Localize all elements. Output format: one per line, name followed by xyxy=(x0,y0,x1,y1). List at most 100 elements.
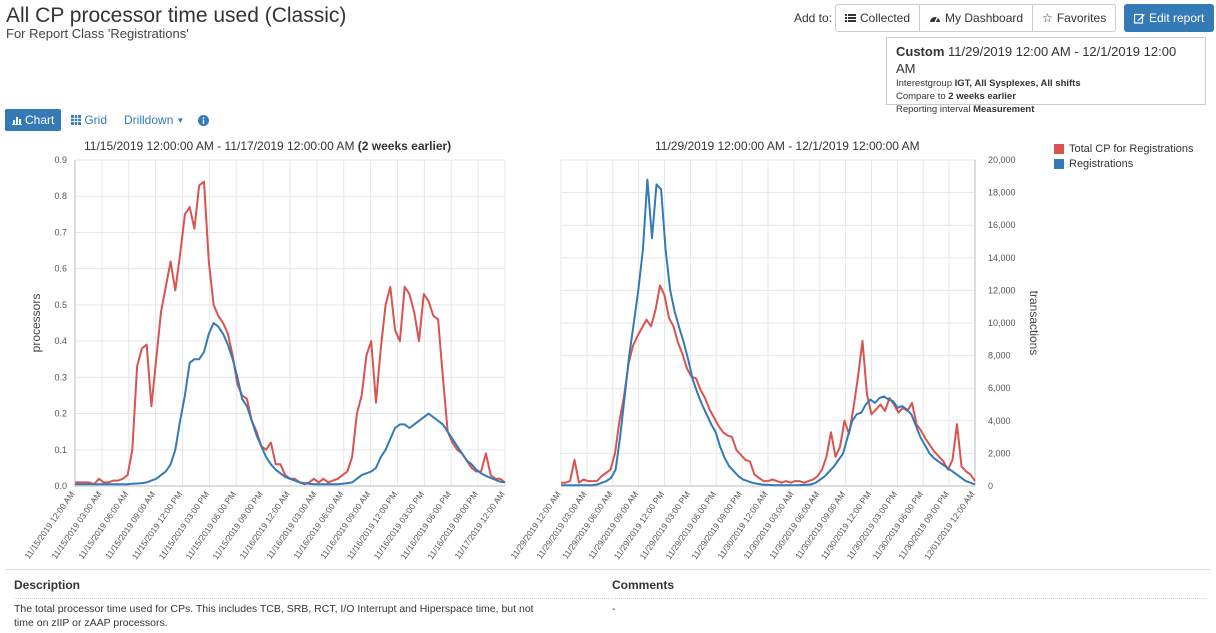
left-x-tick-label: 11/15/2019 06:00 PM xyxy=(183,489,237,561)
legend-label-registrations: Registrations xyxy=(1069,158,1134,170)
right-y-tick-label: 8,000 xyxy=(988,351,1011,361)
right-x-tick-label: 12/01/2019 12:00 AM xyxy=(922,489,977,561)
right-y-tick-label: 20,000 xyxy=(988,155,1016,165)
left-x-tick-label: 11/16/2019 06:00 PM xyxy=(398,489,452,561)
legend-label-total-cp: Total CP for Registrations xyxy=(1069,143,1194,155)
favorites-button[interactable]: ☆ Favorites xyxy=(1033,5,1115,31)
left-y-tick-label: 0.0 xyxy=(54,481,67,491)
grid-view-label: Grid xyxy=(84,113,108,127)
left-x-tick-label: 11/16/2019 09:00 AM xyxy=(318,489,372,560)
left-x-tick-label: 11/16/2019 09:00 PM xyxy=(425,489,479,561)
grid-icon xyxy=(71,115,82,125)
legend-item-total-cp[interactable]: Total CP for Registrations xyxy=(1054,143,1194,155)
right-y-tick-label: 0 xyxy=(988,481,993,491)
right-y-tick-label: 14,000 xyxy=(988,253,1016,263)
info-interestgroup-line: Interestgroup IGT, All Sysplexes, All sh… xyxy=(896,77,1196,90)
right-y-tick-label: 2,000 xyxy=(988,448,1011,458)
chart-view-label: Chart xyxy=(25,113,55,127)
star-icon: ☆ xyxy=(1042,11,1053,25)
right-y-tick-label: 12,000 xyxy=(988,285,1016,295)
dashboard-icon xyxy=(930,17,941,23)
left-chart-title-text: 11/15/2019 12:00:00 AM - 11/17/2019 12:0… xyxy=(84,139,355,153)
info-interestgroup-value: IGT, All Sysplexes, All shifts xyxy=(954,78,1081,89)
chart-view-button[interactable]: Chart xyxy=(5,109,62,131)
info-interval-value: Measurement xyxy=(973,104,1035,115)
edit-report-label: Edit report xyxy=(1149,11,1205,25)
list-icon xyxy=(845,14,856,22)
left-series-registrations xyxy=(75,322,506,486)
left-x-tick-label: 11/15/2019 09:00 PM xyxy=(210,489,264,561)
right-chart-title: 11/29/2019 12:00:00 AM - 12/1/2019 12:00… xyxy=(655,139,920,153)
info-compare-line: Compare to 2 weeks earlier xyxy=(896,90,1196,103)
left-x-tick-label: 11/15/2019 03:00 AM xyxy=(49,489,103,560)
left-chart: 0.0 0.1 0.2 0.3 0.4 0.5 0.6 0.7 0.8 0.9 11/15/2019… xyxy=(22,155,506,561)
page-subtitle: For Report Class 'Registrations' xyxy=(6,26,189,41)
left-x-tick-label: 11/16/2019 03:00 PM xyxy=(372,489,426,561)
left-x-tick-label: 11/15/2019 12:00 PM xyxy=(130,489,184,561)
drilldown-dropdown[interactable]: Drilldown ▼ xyxy=(124,113,184,127)
info-interestgroup-prefix: Interestgroup xyxy=(896,78,955,89)
description-text: The total processor time used for CPs. T… xyxy=(14,602,609,630)
info-icon xyxy=(198,114,210,126)
left-y-tick-label: 0.7 xyxy=(54,227,67,237)
legend-swatch-total-cp xyxy=(1054,144,1064,154)
right-y-tick-label: 6,000 xyxy=(988,383,1011,393)
bar-chart-icon xyxy=(12,117,22,125)
right-y-tick-label: 16,000 xyxy=(988,220,1016,230)
left-x-tick-label: 11/15/2019 09:00 AM xyxy=(103,489,157,560)
info-compare-prefix: Compare to xyxy=(896,91,949,102)
favorites-label: Favorites xyxy=(1056,11,1107,25)
left-y-tick-label: 0.6 xyxy=(54,264,67,274)
right-y-tick-label: 10,000 xyxy=(988,318,1016,328)
left-x-tick-label: 11/16/2019 12:00 PM xyxy=(345,489,399,561)
collected-label: Collected xyxy=(860,11,911,25)
info-date-range: 11/29/2019 12:00 AM - 12/1/2019 12:00 AM xyxy=(896,44,1177,76)
charts-canvas: 0.0 0.1 0.2 0.3 0.4 0.5 0.6 0.7 0.8 0.9 11/15/2019… xyxy=(22,155,1041,561)
left-x-tick-label: 11/15/2019 03:00 PM xyxy=(157,489,211,561)
info-compare-value: 2 weeks earlier xyxy=(948,91,1016,102)
comments-divider xyxy=(612,598,1206,599)
description-divider xyxy=(14,598,609,599)
left-y-tick-label: 0.9 xyxy=(54,155,67,165)
left-x-tick-label: 11/16/2019 12:00 AM xyxy=(237,489,291,560)
description-heading: Description xyxy=(14,578,81,592)
left-y-tick-label: 0.5 xyxy=(54,300,67,310)
legend-item-registrations[interactable]: Registrations xyxy=(1054,158,1194,170)
caret-down-icon: ▼ xyxy=(176,115,185,125)
view-toolbar: Chart Grid Drilldown ▼ xyxy=(5,109,210,131)
comments-heading: Comments xyxy=(612,578,675,592)
info-interval-line: Reporting interval Measurement xyxy=(896,103,1196,116)
add-to-label: Add to: xyxy=(794,11,833,25)
info-custom-line: Custom 11/29/2019 12:00 AM - 12/1/2019 1… xyxy=(896,43,1196,77)
right-chart: 0 2,000 4,000 6,000 8,000 10,000 12,000 14,000 1… xyxy=(508,155,1041,561)
grid-view-button[interactable]: Grid xyxy=(71,113,107,127)
edit-report-button[interactable]: Edit report xyxy=(1124,4,1215,32)
chart-legend: Total CP for Registrations Registrations xyxy=(1054,143,1194,173)
left-x-tick-label: 11/15/2019 06:00 AM xyxy=(76,489,130,560)
left-y-tick-label: 0.1 xyxy=(54,445,67,455)
drilldown-label: Drilldown xyxy=(124,113,174,127)
my-dashboard-label: My Dashboard xyxy=(945,11,1024,25)
collected-button[interactable]: Collected xyxy=(836,5,921,31)
left-chart-title: 11/15/2019 12:00:00 AM - 11/17/2019 12:0… xyxy=(84,139,451,153)
left-x-tick-label: 11/16/2019 06:00 AM xyxy=(291,489,345,560)
comments-text: - xyxy=(612,603,616,615)
info-custom-label: Custom xyxy=(896,44,945,59)
my-dashboard-button[interactable]: My Dashboard xyxy=(920,5,1034,31)
description-text-line2: time on zIIP or zAAP processors. xyxy=(14,617,168,629)
description-panel: Description The total processor time use… xyxy=(5,569,1211,633)
right-y-axis-label: transactions xyxy=(1027,291,1041,356)
page-title: All CP processor time used (Classic) xyxy=(6,4,347,27)
edit-icon xyxy=(1134,13,1145,24)
left-x-tick-label: 11/16/2019 03:00 AM xyxy=(264,489,318,560)
right-y-tick-label: 4,000 xyxy=(988,416,1011,426)
right-y-tick-label: 18,000 xyxy=(988,188,1016,198)
right-series-registrations xyxy=(561,178,976,487)
add-to-button-group: Collected My Dashboard ☆ Favorites xyxy=(835,4,1117,32)
left-y-tick-label: 0.2 xyxy=(54,409,67,419)
left-chart-title-suffix: (2 weeks earlier) xyxy=(357,139,452,153)
info-button[interactable] xyxy=(198,114,210,126)
description-text-line1: The total processor time used for CPs. T… xyxy=(14,603,534,615)
left-x-tick-label: 11/15/2019 12:00 AM xyxy=(22,489,76,560)
left-y-tick-label: 0.8 xyxy=(54,191,67,201)
